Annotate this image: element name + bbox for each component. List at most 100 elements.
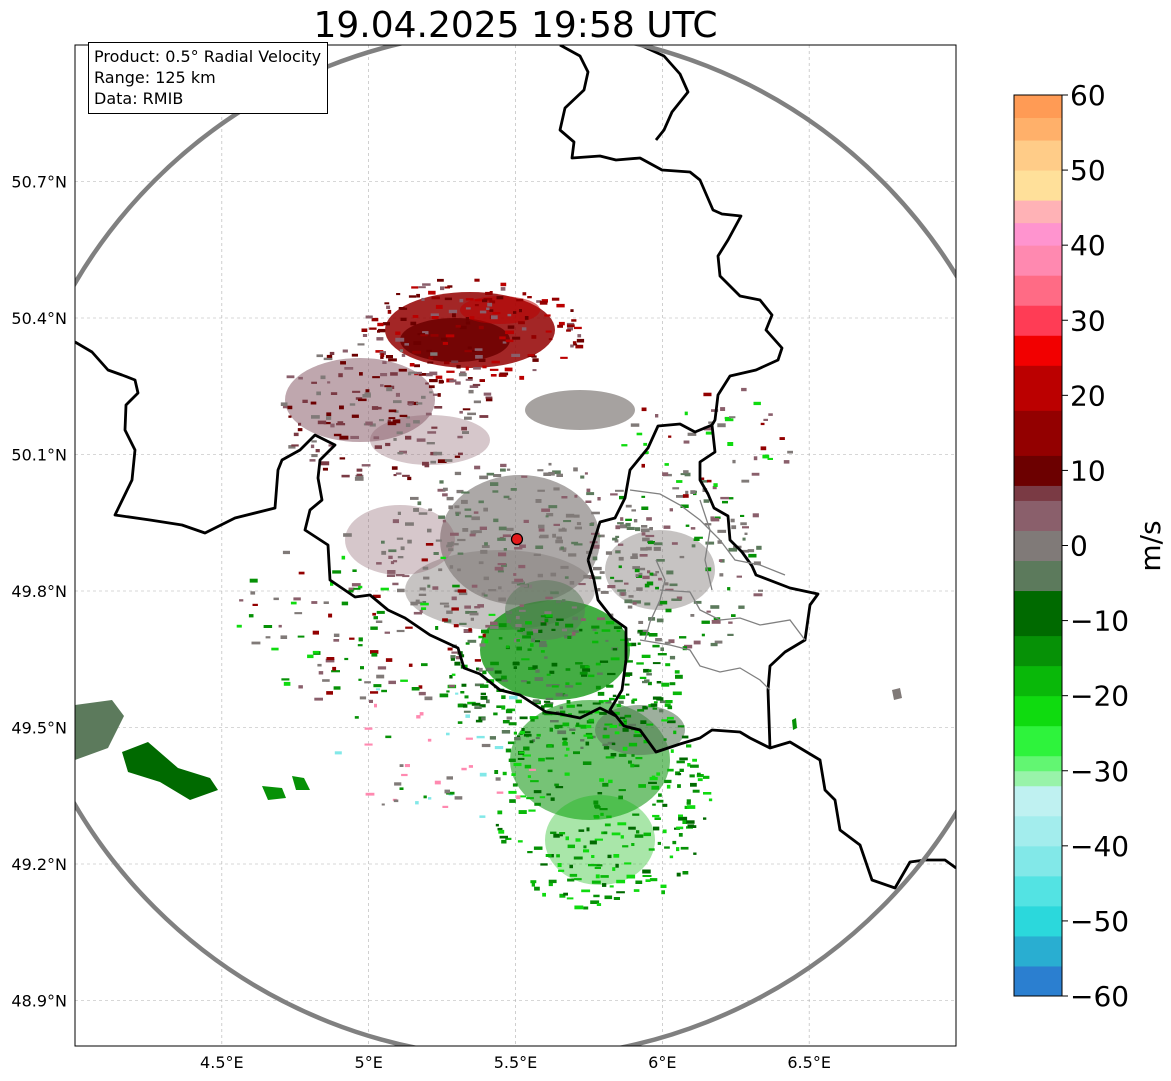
echo-speckle xyxy=(631,699,635,704)
echo-speckle xyxy=(387,419,391,423)
echo-speckle xyxy=(678,814,683,818)
echo-speckle xyxy=(521,327,527,331)
echo-speckle xyxy=(515,624,522,628)
echo-speckle xyxy=(364,727,373,730)
echo-speckle xyxy=(396,629,405,633)
echo-speckle xyxy=(636,575,643,578)
echo-speckle xyxy=(545,702,554,705)
echo-speckle xyxy=(365,792,375,796)
echo-speckle xyxy=(471,516,480,521)
echo-speckle xyxy=(458,592,468,596)
echo-speckle xyxy=(546,513,554,517)
echo-speckle xyxy=(553,487,560,491)
echo-speckle xyxy=(664,779,672,784)
echo-speckle xyxy=(547,744,553,748)
echo-speckle xyxy=(506,716,513,720)
y-tick-label: 50.4°N xyxy=(11,309,67,328)
colorbar-stop-18 xyxy=(1014,455,1062,486)
echo-speckle xyxy=(405,423,411,427)
echo-speckle xyxy=(706,610,711,613)
echo-speckle xyxy=(451,673,456,676)
echo-speckle xyxy=(543,700,551,703)
echo-speckle xyxy=(584,472,588,475)
echo-speckle xyxy=(567,844,575,849)
echo-speckle xyxy=(480,695,488,700)
echo-speckle xyxy=(422,601,427,604)
colorbar-tick-label: 30 xyxy=(1070,304,1106,337)
echo-speckle xyxy=(600,875,609,878)
echo-speckle xyxy=(548,338,553,341)
echo-speckle xyxy=(379,351,386,355)
echo-speckle xyxy=(510,488,517,491)
echo-speckle xyxy=(445,334,455,338)
echo-speckle xyxy=(444,789,450,794)
echo-speckle xyxy=(544,703,553,708)
echo-speckle xyxy=(516,298,524,302)
echo-speckle xyxy=(632,698,638,701)
echo-speckle xyxy=(585,741,590,746)
echo-speckle xyxy=(763,418,768,421)
echo-speckle xyxy=(626,526,635,530)
echo-speckle xyxy=(374,703,377,708)
echo-speckle xyxy=(727,587,731,591)
echo-speckle xyxy=(311,454,318,458)
echo-speckle xyxy=(532,665,538,669)
echo-speckle xyxy=(420,334,428,337)
echo-speckle xyxy=(497,570,504,573)
echo-speckle xyxy=(485,667,494,671)
echo-speckle xyxy=(481,743,491,748)
echo-speckle xyxy=(528,809,536,812)
echo-speckle xyxy=(467,701,476,705)
echo-speckle xyxy=(446,610,453,614)
echo-speckle xyxy=(653,826,660,831)
echo-speckle xyxy=(371,406,379,410)
echo-speckle xyxy=(609,885,614,888)
echo-speckle xyxy=(448,548,454,552)
echo-speckle xyxy=(661,890,665,895)
echo-speckle xyxy=(534,802,541,806)
echo-speckle xyxy=(400,546,405,551)
echo-speckle xyxy=(348,587,355,592)
echo-speckle xyxy=(485,396,493,399)
echo-speckle xyxy=(420,602,429,606)
echo-speckle xyxy=(676,495,685,498)
echo-speckle xyxy=(646,581,654,586)
echo-speckle xyxy=(362,394,371,398)
echo-speckle xyxy=(655,638,662,642)
echo-speckle xyxy=(544,656,548,659)
echo-speckle xyxy=(369,327,377,330)
echo-speckle xyxy=(524,316,529,320)
echo-speckle xyxy=(605,639,609,642)
colorbar-tick-label: 40 xyxy=(1070,229,1106,262)
echo-speckle xyxy=(349,637,355,640)
echo-speckle xyxy=(628,595,634,598)
echo-speckle xyxy=(548,883,553,887)
echo-speckle xyxy=(610,493,618,496)
echo-speckle xyxy=(575,344,584,349)
echo-speckle xyxy=(462,431,469,434)
echo-speckle xyxy=(381,803,385,806)
echo-speckle xyxy=(642,537,650,542)
echo-speckle xyxy=(431,426,438,429)
echo-speckle xyxy=(520,584,528,588)
echo-speckle xyxy=(676,847,680,852)
echo-speckle xyxy=(563,740,567,743)
echo-speckle xyxy=(400,317,407,321)
echo-speckle xyxy=(677,725,685,728)
echo-speckle xyxy=(740,549,749,553)
echo-speckle xyxy=(651,573,658,577)
echo-speckle xyxy=(654,817,661,820)
echo-speckle xyxy=(626,874,636,879)
echo-speckle xyxy=(280,635,288,639)
colorbar-color-stops xyxy=(1014,95,1062,997)
echo-speckle xyxy=(705,431,713,435)
x-tick-label: 5°E xyxy=(355,1053,383,1072)
echo-speckle xyxy=(563,694,568,697)
echo-speckle xyxy=(581,674,588,677)
echo-speckle xyxy=(519,795,527,798)
echo-speckle xyxy=(546,793,551,796)
echo-speckle xyxy=(708,798,713,802)
echo-speckle xyxy=(671,542,678,545)
echo-speckle xyxy=(612,694,617,697)
echo-speckle xyxy=(767,457,773,460)
